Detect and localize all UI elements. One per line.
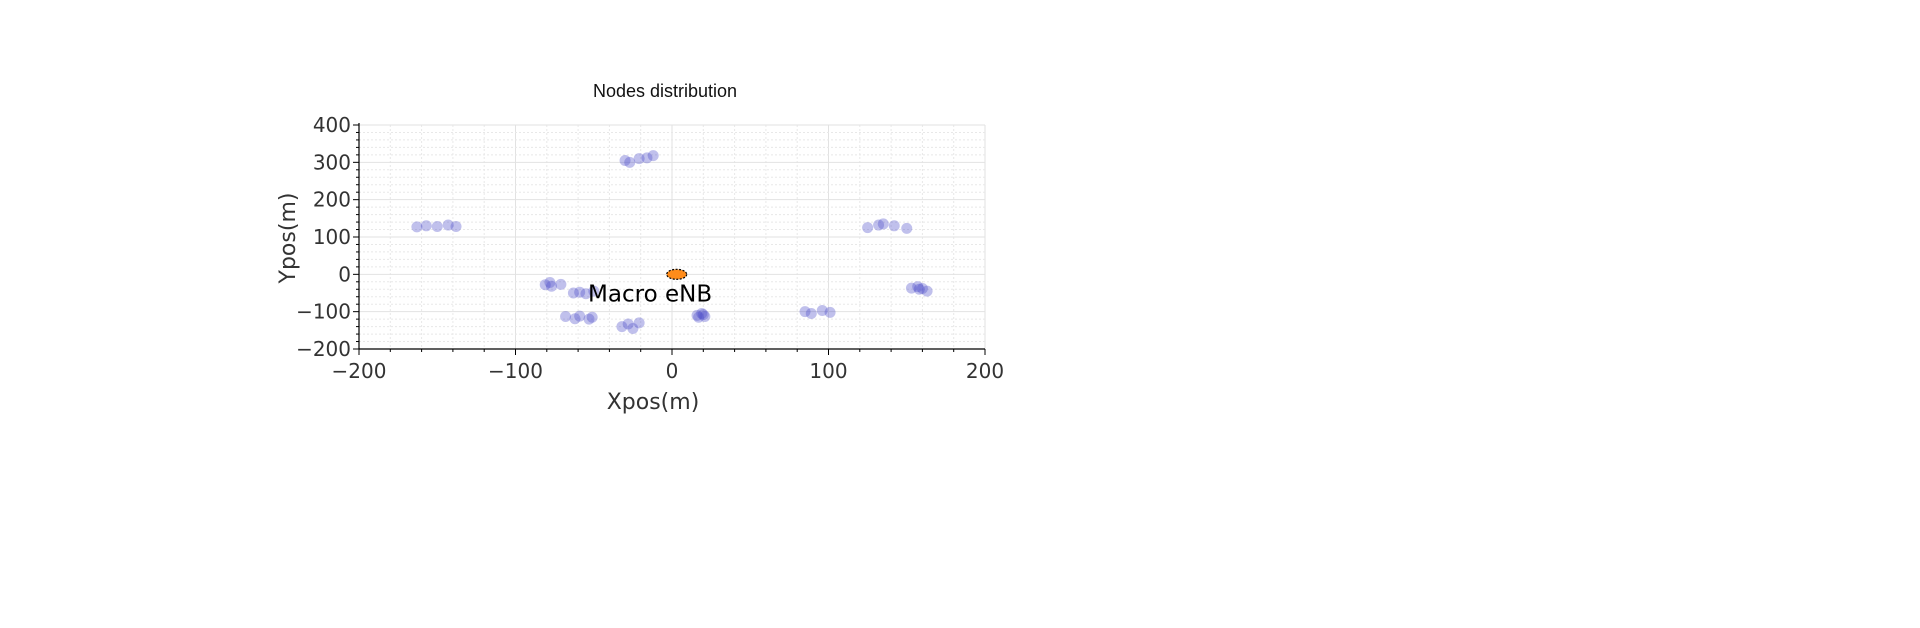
node-point — [627, 322, 639, 334]
y-tick-label: −200 — [296, 337, 351, 361]
node-point — [622, 318, 634, 330]
annotation-label: Macro eNB — [588, 282, 712, 308]
x-tick-label: 100 — [809, 359, 847, 383]
node-point — [569, 313, 581, 325]
y-tick-label: 300 — [313, 150, 351, 174]
node-point — [431, 221, 443, 233]
node-points — [411, 150, 933, 334]
node-point — [586, 311, 598, 323]
node-point — [583, 313, 595, 325]
grid — [358, 124, 986, 350]
y-axis-label: Ypos(m) — [276, 193, 301, 285]
node-point — [574, 286, 586, 298]
node-point — [588, 285, 600, 297]
node-point — [691, 309, 703, 321]
node-point — [633, 153, 645, 165]
x-axis-label: Xpos(m) — [607, 390, 700, 415]
annotations: Macro eNB — [588, 282, 712, 308]
node-point — [619, 154, 631, 166]
node-point — [912, 281, 924, 293]
node-point — [901, 222, 913, 234]
node-point — [442, 219, 454, 231]
y-tick-label: −100 — [296, 300, 351, 324]
node-point — [693, 311, 705, 323]
node-point — [580, 288, 592, 300]
node-point — [921, 285, 933, 297]
node-point — [420, 220, 432, 232]
y-tick-label: 200 — [313, 188, 351, 212]
macro-enb-marker-group — [666, 268, 688, 280]
node-point — [877, 218, 889, 230]
node-point — [544, 277, 556, 289]
y-axis-ticks: 400 300 200 100 0 −100 −200 — [296, 113, 359, 361]
node-point — [699, 311, 711, 323]
node-point — [616, 321, 628, 333]
node-point — [450, 221, 462, 233]
y-tick-label: 400 — [313, 113, 351, 137]
chart-title: Nodes distribution — [593, 81, 737, 101]
x-tick-label: 200 — [966, 359, 1004, 383]
node-point — [555, 278, 567, 290]
node-point — [560, 311, 572, 323]
x-tick-label: 0 — [666, 359, 679, 383]
node-point — [888, 220, 900, 232]
node-point — [539, 279, 551, 291]
node-point — [805, 308, 817, 320]
node-point — [411, 221, 423, 233]
node-point — [696, 308, 708, 320]
y-tick-label: 0 — [338, 262, 351, 286]
node-point — [545, 280, 557, 292]
node-point — [816, 305, 828, 317]
x-tick-label: −200 — [332, 359, 387, 383]
node-point — [574, 310, 586, 322]
node-point — [641, 152, 653, 164]
node-point — [633, 317, 645, 329]
x-axis-ticks: −200 −100 0 100 200 — [332, 349, 1004, 383]
macro-enb-marker — [666, 268, 688, 280]
node-point — [913, 283, 925, 295]
node-point — [916, 283, 928, 295]
node-point — [905, 282, 917, 294]
node-point — [624, 156, 636, 168]
y-tick-label: 100 — [313, 225, 351, 249]
x-tick-label: −100 — [488, 359, 543, 383]
node-point — [567, 287, 579, 299]
node-point — [697, 309, 709, 321]
node-point — [824, 306, 836, 318]
node-point — [799, 306, 811, 318]
node-point — [862, 222, 874, 234]
node-point — [873, 219, 885, 231]
node-point — [647, 150, 659, 162]
